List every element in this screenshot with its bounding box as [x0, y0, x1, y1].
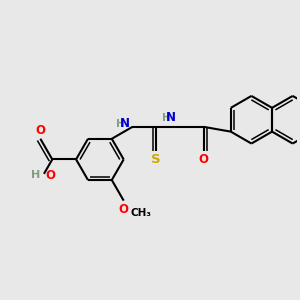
- Text: CH₃: CH₃: [130, 208, 152, 218]
- Text: H: H: [162, 113, 171, 123]
- Text: O: O: [35, 124, 45, 137]
- Text: O: O: [199, 153, 209, 166]
- Text: N: N: [166, 111, 176, 124]
- Text: O: O: [119, 203, 129, 216]
- Text: O: O: [45, 169, 55, 182]
- Text: H: H: [31, 170, 40, 180]
- Text: S: S: [152, 153, 161, 166]
- Text: H: H: [116, 119, 124, 129]
- Text: N: N: [120, 117, 130, 130]
